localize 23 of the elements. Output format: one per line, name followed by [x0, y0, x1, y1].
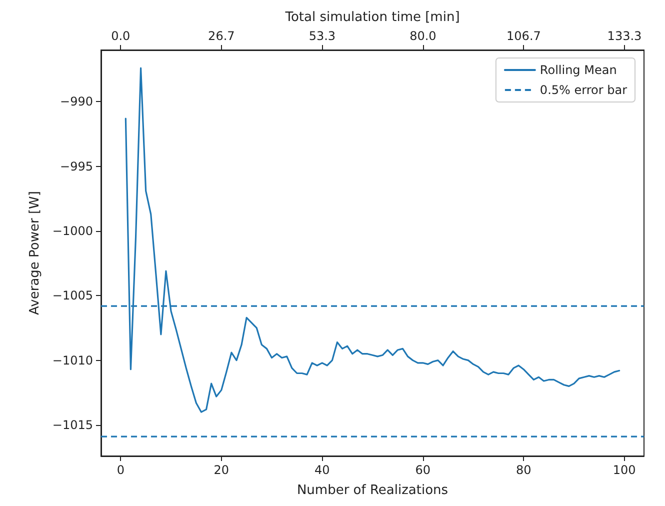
x2-tick-label: 80.0	[410, 29, 436, 43]
y-tick-label: −995	[60, 159, 93, 174]
y-tick-label: −1015	[52, 418, 93, 432]
x2-tick-label: 106.7	[506, 29, 541, 43]
x2-tick-label: 0.0	[111, 29, 130, 43]
x-tick-label: 0	[116, 463, 124, 477]
y-tick-label: −1005	[52, 288, 93, 303]
x2-tick-label: 53.3	[308, 29, 336, 43]
x2-axis-title: Total simulation time [min]	[284, 10, 460, 25]
x-tick-label: 40	[314, 463, 330, 477]
x-tick-label: 100	[612, 463, 636, 477]
x2-tick-label: 133.3	[607, 29, 642, 43]
x-axis-title: Number of Realizations	[296, 483, 448, 498]
x-tick-label: 60	[415, 463, 431, 477]
legend-label: 0.5% error bar	[540, 83, 628, 97]
x-tick-label: 20	[214, 463, 230, 477]
y-tick-label: −1010	[52, 353, 93, 368]
y-axis-title: Average Power [W]	[28, 191, 43, 315]
y-tick-label: −1000	[52, 224, 93, 238]
x-tick-label: 80	[516, 463, 532, 477]
y-tick-label: −990	[60, 94, 93, 109]
legend-label: Rolling Mean	[540, 63, 617, 77]
x2-tick-label: 26.7	[208, 29, 235, 43]
